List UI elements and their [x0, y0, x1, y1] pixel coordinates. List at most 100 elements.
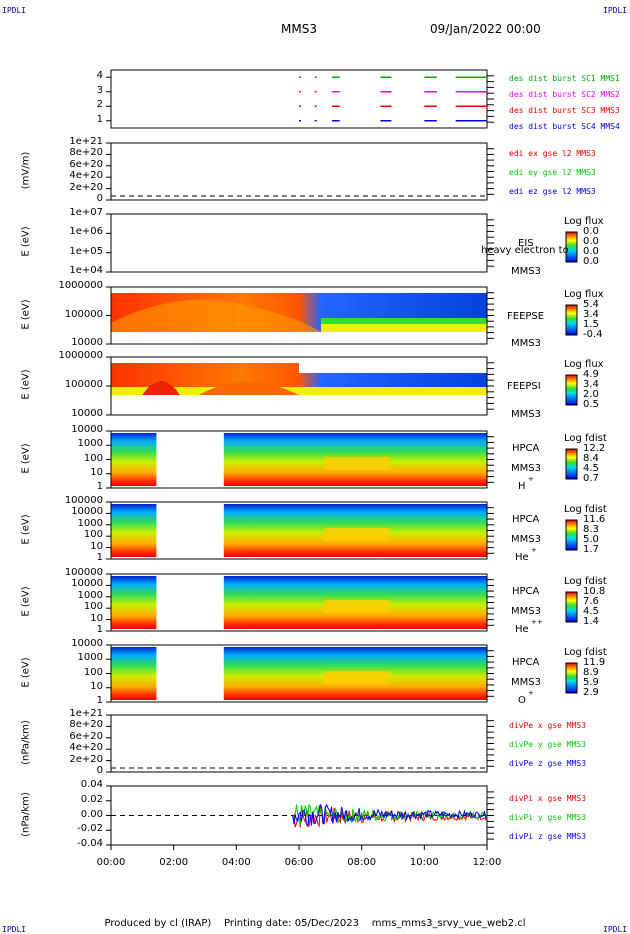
divpe-tick-label: 6e+20: [69, 730, 103, 742]
hpca_hepp-colorbar-tick: 7.6: [583, 596, 599, 607]
hpca_he-tick-label: 1000: [77, 517, 103, 529]
hpca_he-species-charge: +: [531, 546, 537, 554]
hpca_hepp-colorbar: [565, 591, 578, 623]
time-axis-label: 10:00: [409, 857, 439, 868]
edi-legend-entry: edi ex gse l2 MMS3: [509, 149, 596, 158]
feepsi-hot-region: [142, 381, 180, 395]
time-axis-label: 02:00: [159, 857, 189, 868]
burst-tick-label: 3: [96, 84, 103, 96]
divpe-tick-label: 0: [96, 765, 103, 776]
burst-legend-entry: des dist burst SC2 MMS2: [509, 90, 620, 99]
divpi-legend-entry: divPi x gse MMS3: [509, 794, 587, 803]
hpca_hepp-colorbar-title: Log fdist: [564, 576, 607, 587]
feepse-colorbar: [565, 304, 578, 336]
hpca_hepp-spacecraft-label: MMS3: [511, 606, 541, 617]
time-axis-label: 00:00: [96, 857, 126, 868]
hpca_he-spectrogram-segment: [111, 504, 157, 557]
hpca_hepp-tick-label: 1000: [77, 589, 103, 601]
eis-colorbar-title: Log flux: [564, 216, 604, 227]
time-axis-label: 08:00: [347, 857, 377, 868]
feepse-tick-label: 1000000: [58, 280, 103, 291]
panel-frame: [110, 142, 488, 201]
edi-tick-label: 0: [96, 193, 103, 204]
hpca_h-species-charge: +: [528, 475, 534, 483]
hpca_hepp-tick-label: 100: [83, 601, 103, 613]
hpca_o-y-label: E (eV): [20, 656, 32, 688]
eis-spacecraft-label: MMS3: [511, 266, 541, 277]
corner-label-bottom-right: IPDLI: [603, 925, 628, 934]
hpca_o-colorbar: [565, 662, 578, 694]
hpca_o-species-label: O: [518, 695, 526, 706]
hpca_o-tick-label: 10000: [71, 638, 103, 649]
hpca_hepp-tick-label: 10000: [71, 578, 103, 590]
feepsi-colorbar-tick: 0.5: [583, 399, 599, 410]
burst-tick-label: 1: [96, 113, 103, 125]
hpca_o-species-charge: +: [528, 689, 534, 697]
feepse-colorbar-title: Log flux: [564, 289, 604, 300]
divpe-tick-label: 2e+20: [69, 753, 103, 765]
divpi-y-label: (nPa/km): [20, 791, 32, 837]
hpca_h-tick-label: 10000: [71, 424, 103, 435]
eis-colorbar-tick: 0.0: [583, 256, 599, 267]
eis-colorbar: [565, 231, 578, 263]
eis-tick-label: 1e+06: [69, 226, 103, 238]
eis-instrument-label: EIS: [518, 238, 534, 249]
hpca_o-tick-label: 1: [96, 695, 103, 706]
hpca_he-colorbar-tick: 11.6: [583, 514, 606, 525]
feepse-instrument-label: FEEPSE: [507, 311, 545, 322]
hpca_hepp-tick-label: 10: [90, 612, 103, 624]
hpca_h-y-label: E (eV): [20, 442, 32, 474]
edi-legend-entry: edi ey gse l2 MMS3: [509, 168, 596, 177]
hpca_h-colorbar-title: Log fdist: [564, 433, 607, 444]
hpca_o-tick-label: 100: [83, 666, 103, 678]
burst-tick-label: 4: [96, 70, 103, 82]
feepsi-spacecraft-label: MMS3: [511, 409, 541, 420]
hpca_o-tick-label: 1000: [77, 652, 103, 664]
time-axis-label: 12:00: [472, 857, 502, 868]
hpca_he-instrument-label: HPCA: [512, 514, 540, 525]
divpi-tick-label: -0.02: [77, 823, 103, 835]
feepse-colorbar-tick: 5.4: [583, 299, 599, 310]
feepsi-colorbar: [565, 374, 578, 406]
footer-printing-date: Printing date: 05/Dec/2023: [223, 918, 359, 929]
edi-tick-label: 8e+20: [69, 147, 103, 159]
corner-label-bottom-left: IPDLI: [2, 925, 27, 934]
feepsi-colorbar-title: Log flux: [564, 359, 604, 370]
hpca_hepp-species-charge: ++: [531, 618, 543, 626]
divpe-tick-label: 8e+20: [69, 719, 103, 731]
hpca_o-tick-label: 10: [90, 680, 103, 692]
hpca_h-tick-label: 1: [96, 481, 103, 492]
hpca_h-enhanced-region: [324, 456, 390, 471]
divpi-legend-entry: divPi z gse MMS3: [509, 832, 587, 841]
edi-tick-label: 6e+20: [69, 158, 103, 170]
hpca_h-tick-label: 10: [90, 466, 103, 478]
feepse-colorbar-tick: 1.5: [583, 319, 599, 330]
eis-tick-label: 1e+04: [69, 265, 103, 276]
panels-group: [106, 69, 578, 850]
divpi-tick-label: 0.04: [80, 779, 103, 790]
edi-y-label: (mV/m): [20, 151, 32, 189]
feepse-hot-region: [111, 299, 321, 332]
hpca_hepp-enhanced-region: [324, 599, 390, 614]
edi-tick-label: 2e+20: [69, 181, 103, 193]
feepse-spacecraft-label: MMS3: [511, 338, 541, 349]
eis-tick-label: 1e+05: [69, 245, 103, 257]
eis-overlay-label: heavy electron to: [481, 245, 569, 256]
eis-tick-label: 1e+07: [69, 207, 103, 218]
hpca_o-spacecraft-label: MMS3: [511, 677, 541, 688]
divpi-legend-entry: divPi y gse MMS3: [509, 813, 587, 822]
burst-legend-entry: des dist burst SC3 MMS3: [509, 106, 620, 115]
hpca_he-colorbar-tick: 1.7: [583, 544, 599, 555]
hpca_hepp-tick-label: 100000: [64, 567, 103, 578]
feepsi-sparse-region: [299, 363, 487, 373]
feepsi-instrument-label: FEEPSI: [507, 381, 541, 392]
hpca_hepp-spectrogram-segment: [111, 576, 157, 629]
hpca_he-tick-label: 1: [96, 552, 103, 563]
feepsi-colorbar-tick: 4.9: [583, 369, 599, 380]
time-axis-label: 04:00: [221, 857, 251, 868]
hpca_hepp-y-label: E (eV): [20, 585, 32, 617]
hpca_hepp-colorbar-tick: 10.8: [583, 586, 606, 597]
hpca_o-spectrogram-segment: [111, 647, 157, 700]
feepsi-low-energy-band: [111, 387, 487, 395]
